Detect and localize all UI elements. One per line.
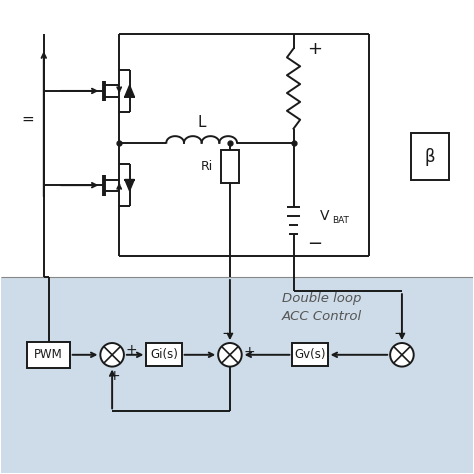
Polygon shape	[125, 85, 134, 97]
Text: =: =	[21, 112, 34, 127]
Text: β: β	[425, 148, 436, 166]
Text: −: −	[393, 326, 406, 341]
Bar	[220, 150, 239, 183]
Text: Gv(s): Gv(s)	[294, 348, 326, 361]
Text: +: +	[307, 39, 322, 57]
Circle shape	[390, 343, 414, 366]
Bar	[292, 344, 328, 366]
Text: +: +	[243, 346, 255, 359]
Bar	[1, 277, 473, 473]
Circle shape	[218, 343, 242, 366]
Text: +: +	[109, 369, 120, 383]
Polygon shape	[125, 180, 134, 191]
Bar	[411, 133, 449, 181]
Text: −: −	[307, 235, 322, 253]
Text: V: V	[319, 209, 329, 223]
Text: −: −	[221, 326, 234, 341]
Bar	[27, 342, 70, 368]
Text: +: +	[125, 343, 137, 357]
Text: L: L	[197, 115, 206, 129]
Text: PWM: PWM	[34, 348, 63, 361]
Text: Gi(s): Gi(s)	[150, 348, 178, 361]
Text: BAT: BAT	[332, 216, 349, 225]
Bar	[146, 344, 182, 366]
Text: Ri: Ri	[201, 160, 213, 173]
Text: Double loop
ACC Control: Double loop ACC Control	[282, 292, 362, 323]
Circle shape	[100, 343, 124, 366]
Bar	[1, 1, 473, 277]
